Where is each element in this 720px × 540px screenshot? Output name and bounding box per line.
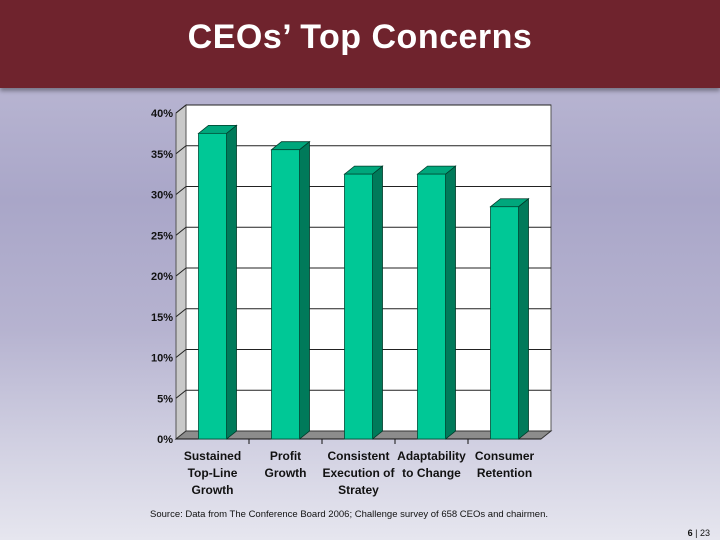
y-tick-label: 5% bbox=[157, 393, 173, 405]
x-tick-label: Growth bbox=[192, 483, 234, 497]
gridline-side bbox=[175, 389, 187, 399]
x-tick-label: Top-Line bbox=[188, 466, 238, 480]
y-tick-label: 10% bbox=[151, 353, 173, 365]
bar bbox=[417, 173, 446, 440]
x-tick-label: to Change bbox=[402, 466, 461, 480]
bar bbox=[344, 173, 373, 440]
x-tick-label: Stratey bbox=[338, 483, 379, 497]
gridline-side bbox=[175, 267, 187, 277]
x-tick-label: Profit bbox=[270, 449, 301, 463]
slide-title: CEOs’ Top Concerns bbox=[187, 18, 533, 56]
gridline-side bbox=[175, 145, 187, 155]
y-tick-label: 35% bbox=[151, 149, 173, 161]
y-tick-label: 0% bbox=[157, 434, 173, 446]
y-tick-label: 20% bbox=[151, 271, 173, 283]
bar-side bbox=[299, 140, 310, 440]
x-tick-label: Sustained bbox=[184, 449, 241, 463]
page-current: 6 bbox=[687, 528, 693, 538]
y-tick-label: 30% bbox=[151, 190, 173, 202]
x-tick-label: Growth bbox=[265, 466, 307, 480]
gridline-side bbox=[175, 349, 187, 358]
x-tick-label: Adaptability bbox=[397, 449, 466, 463]
y-tick-label: 15% bbox=[151, 312, 173, 324]
bar-side bbox=[226, 124, 237, 440]
x-tick-label: Execution of bbox=[322, 466, 395, 480]
gridline-side bbox=[175, 186, 187, 195]
bar bbox=[490, 206, 519, 440]
bar-side bbox=[372, 165, 383, 440]
gridline-side bbox=[175, 308, 187, 318]
bar bbox=[271, 149, 300, 440]
gridline-side bbox=[175, 226, 187, 236]
source-note: Source: Data from The Conference Board 2… bbox=[150, 509, 548, 520]
x-tick-label: Retention bbox=[477, 466, 532, 480]
page-number: 6 | 23 bbox=[688, 528, 710, 538]
title-bar: CEOs’ Top Concerns bbox=[0, 0, 720, 88]
y-tick-label: 40% bbox=[151, 108, 173, 120]
bar-side bbox=[445, 165, 456, 440]
bar-side bbox=[518, 197, 529, 440]
page-total: 23 bbox=[699, 528, 710, 538]
page-separator: | bbox=[692, 528, 700, 538]
y-tick-label: 25% bbox=[151, 230, 173, 242]
bar bbox=[198, 132, 227, 440]
x-tick-label: Consistent bbox=[327, 449, 389, 463]
gridline-side bbox=[175, 104, 187, 114]
x-tick-label: Consumer bbox=[475, 449, 535, 463]
